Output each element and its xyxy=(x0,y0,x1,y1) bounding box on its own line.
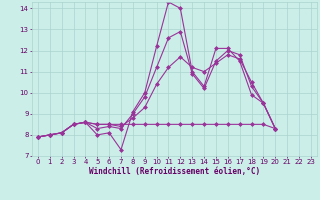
X-axis label: Windchill (Refroidissement éolien,°C): Windchill (Refroidissement éolien,°C) xyxy=(89,167,260,176)
